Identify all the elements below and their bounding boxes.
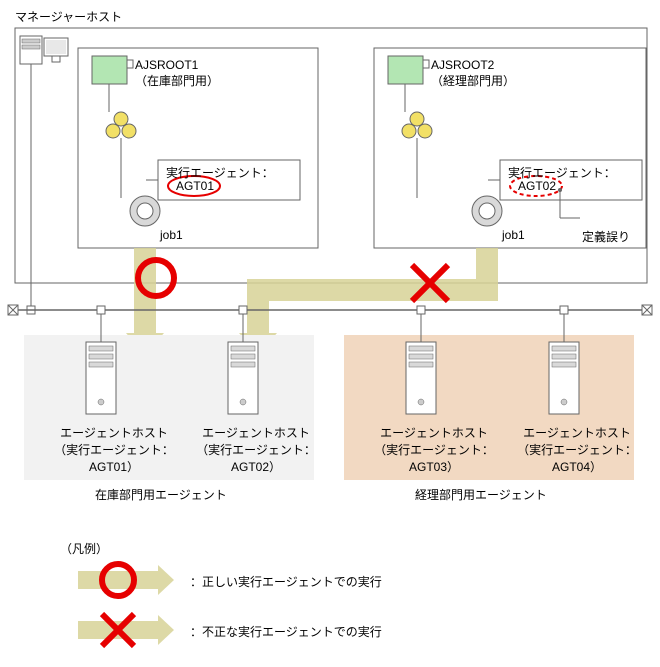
server-label-2: エージェントホスト（実行エージェント：AGT02）	[196, 424, 316, 475]
legend-title: （凡例）	[60, 540, 108, 557]
legend-arrow-ok	[78, 565, 174, 595]
server-4	[549, 342, 579, 414]
scheduler1-icon	[92, 56, 127, 84]
manager-tower	[20, 36, 42, 64]
job1-left-label: job1	[160, 228, 183, 242]
server-label-4: エージェントホスト（実行エージェント：AGT04）	[517, 424, 637, 475]
manager-monitor	[44, 38, 68, 56]
def-error-label: 定義誤り	[582, 228, 630, 245]
server-2	[228, 342, 258, 414]
ok-mark	[102, 564, 134, 596]
server-3	[406, 342, 436, 414]
manager-host-title: マネージャーホスト	[15, 8, 122, 25]
exec-agent-box-2-value: AGT02	[518, 179, 556, 193]
ng-mark	[102, 614, 134, 646]
job1-right-icon	[472, 196, 502, 226]
ok-mark	[138, 260, 174, 296]
job1-left-icon	[130, 196, 160, 226]
manager-box	[15, 28, 647, 283]
legend-ng-text: ：不正な実行エージェントでの実行	[190, 623, 382, 640]
group-left-label: 在庫部門用エージェント	[95, 486, 227, 503]
ajsroot1-label: AJSROOT1（在庫部門用）	[135, 58, 219, 89]
legend-ok-text: ：正しい実行エージェントでの実行	[190, 573, 382, 590]
exec-agent-box-1-value: AGT01	[176, 179, 214, 193]
server-label-3: エージェントホスト（実行エージェント：AGT03）	[374, 424, 494, 475]
jobnet1-icon	[114, 112, 128, 126]
server-label-1: エージェントホスト（実行エージェント：AGT01）	[54, 424, 174, 475]
ajsroot2-label: AJSROOT2（経理部門用）	[431, 58, 515, 89]
ng-mark	[412, 265, 448, 301]
scheduler2-icon	[388, 56, 423, 84]
legend-arrow-ng	[78, 615, 174, 645]
arrow-right-bent	[239, 248, 498, 355]
job1-right-label: job1	[502, 228, 525, 242]
jobnet2-icon	[410, 112, 424, 126]
group-right-label: 経理部門用エージェント	[415, 486, 547, 503]
diagram-svg	[0, 0, 660, 667]
arrow-left	[126, 248, 164, 355]
server-1	[86, 342, 116, 414]
